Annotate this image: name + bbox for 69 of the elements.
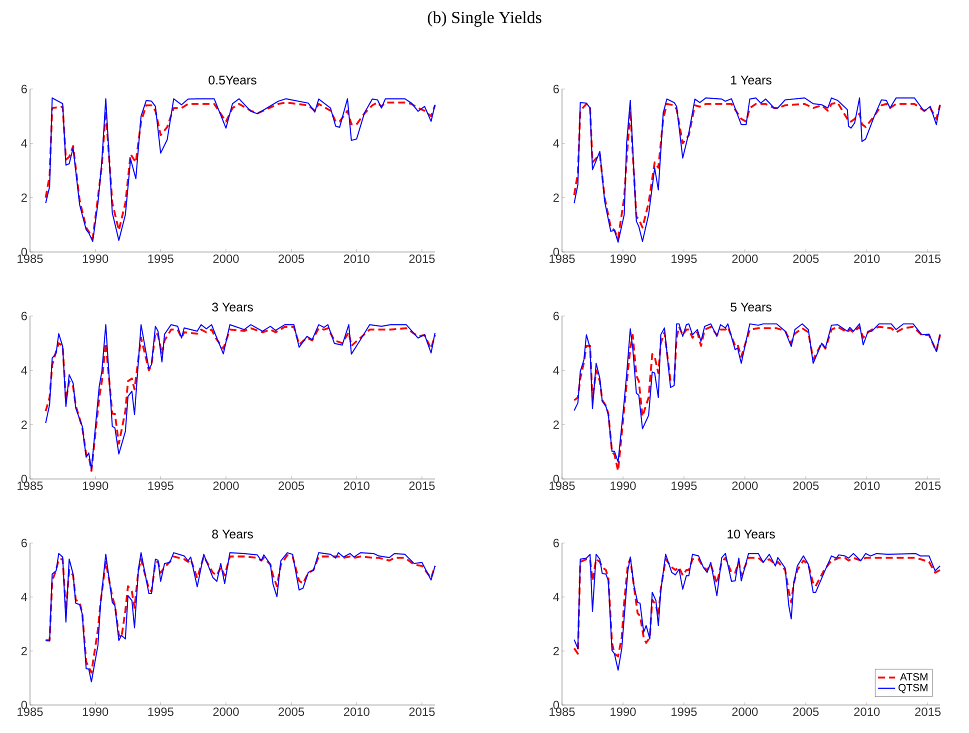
x-tick-label: 1990 [610, 254, 636, 263]
y-tick-label: 6 [553, 538, 559, 548]
x-tick-label: 2015 [915, 482, 941, 490]
x-tick-label: 2005 [793, 482, 819, 490]
x-tick-label: 2010 [854, 482, 880, 490]
x-tick-label: 1995 [672, 254, 697, 263]
x-tick-label: 2010 [344, 254, 370, 263]
x-tick-label: 2010 [854, 708, 880, 716]
x-tick-label: 1995 [148, 254, 174, 263]
legend-label: ATSM [900, 673, 928, 681]
x-tick-label: 1990 [82, 708, 108, 716]
x-tick-label: 2015 [409, 482, 435, 490]
x-tick-label: 2000 [732, 254, 758, 263]
x-tick-label: 2005 [278, 708, 304, 716]
y-tick-label: 4 [553, 366, 560, 374]
x-tick-label: 1985 [18, 254, 43, 263]
x-tick-label: 2000 [213, 482, 239, 490]
x-tick-label: 2010 [344, 708, 370, 716]
y-tick-label: 2 [21, 646, 27, 656]
chart-title: 1 Years [731, 76, 772, 84]
y-tick-label: 2 [553, 420, 559, 429]
y-tick-label: 6 [21, 538, 27, 548]
x-tick-label: 1995 [148, 482, 174, 490]
y-tick-label: 4 [21, 366, 28, 374]
x-tick-label: 2015 [409, 708, 435, 716]
chart-title: 3 Years [212, 302, 253, 312]
text: (b) Single Yields [428, 11, 542, 27]
x-tick-label: 1985 [18, 482, 43, 490]
x-tick-label: 2010 [344, 482, 370, 490]
y-tick-label: 2 [553, 646, 559, 656]
y-tick-label: 4 [553, 139, 560, 148]
y-tick-label: 6 [553, 312, 559, 320]
x-tick-label: 2005 [278, 254, 304, 263]
x-tick-label: 2005 [793, 708, 819, 716]
x-tick-label: 1990 [82, 254, 108, 263]
x-tick-label: 1985 [550, 482, 575, 490]
x-tick-label: 2015 [915, 254, 941, 263]
y-tick-label: 2 [21, 193, 27, 202]
chart-title: 8 Years [212, 530, 253, 538]
x-tick-label: 2000 [732, 482, 758, 490]
chart-title: 5 Years [730, 302, 772, 312]
x-tick-label: 2000 [213, 708, 239, 716]
y-tick-label: 2 [553, 193, 559, 202]
legend-label: QTSM [898, 684, 928, 694]
x-tick-label: 2015 [409, 254, 435, 263]
y-tick-label: 4 [21, 592, 28, 602]
x-tick-label: 2005 [793, 254, 819, 263]
y-tick-label: 4 [21, 139, 28, 148]
y-tick-label: 2 [21, 420, 27, 429]
x-tick-label: 2015 [915, 708, 941, 716]
x-tick-label: 2000 [213, 254, 239, 263]
x-tick-label: 2000 [732, 708, 758, 716]
x-tick-label: 1995 [672, 708, 697, 716]
y-tick-label: 4 [553, 592, 560, 602]
x-tick-label: 1995 [148, 708, 174, 716]
x-tick-label: 1990 [610, 708, 636, 716]
y-tick-label: 6 [21, 312, 27, 320]
x-tick-label: 1985 [550, 254, 575, 263]
y-tick-label: 6 [553, 84, 559, 94]
x-tick-label: 1985 [18, 708, 43, 716]
x-tick-label: 1995 [672, 482, 697, 490]
y-tick-label: 6 [21, 84, 27, 94]
x-tick-label: 1990 [610, 482, 636, 490]
chart-title: 0.5Years [208, 76, 256, 84]
x-tick-label: 1985 [550, 708, 575, 716]
chart-title: 10 Years [728, 530, 775, 538]
x-tick-label: 2010 [854, 254, 880, 263]
x-tick-label: 1990 [82, 482, 108, 490]
x-tick-label: 2005 [278, 482, 304, 490]
